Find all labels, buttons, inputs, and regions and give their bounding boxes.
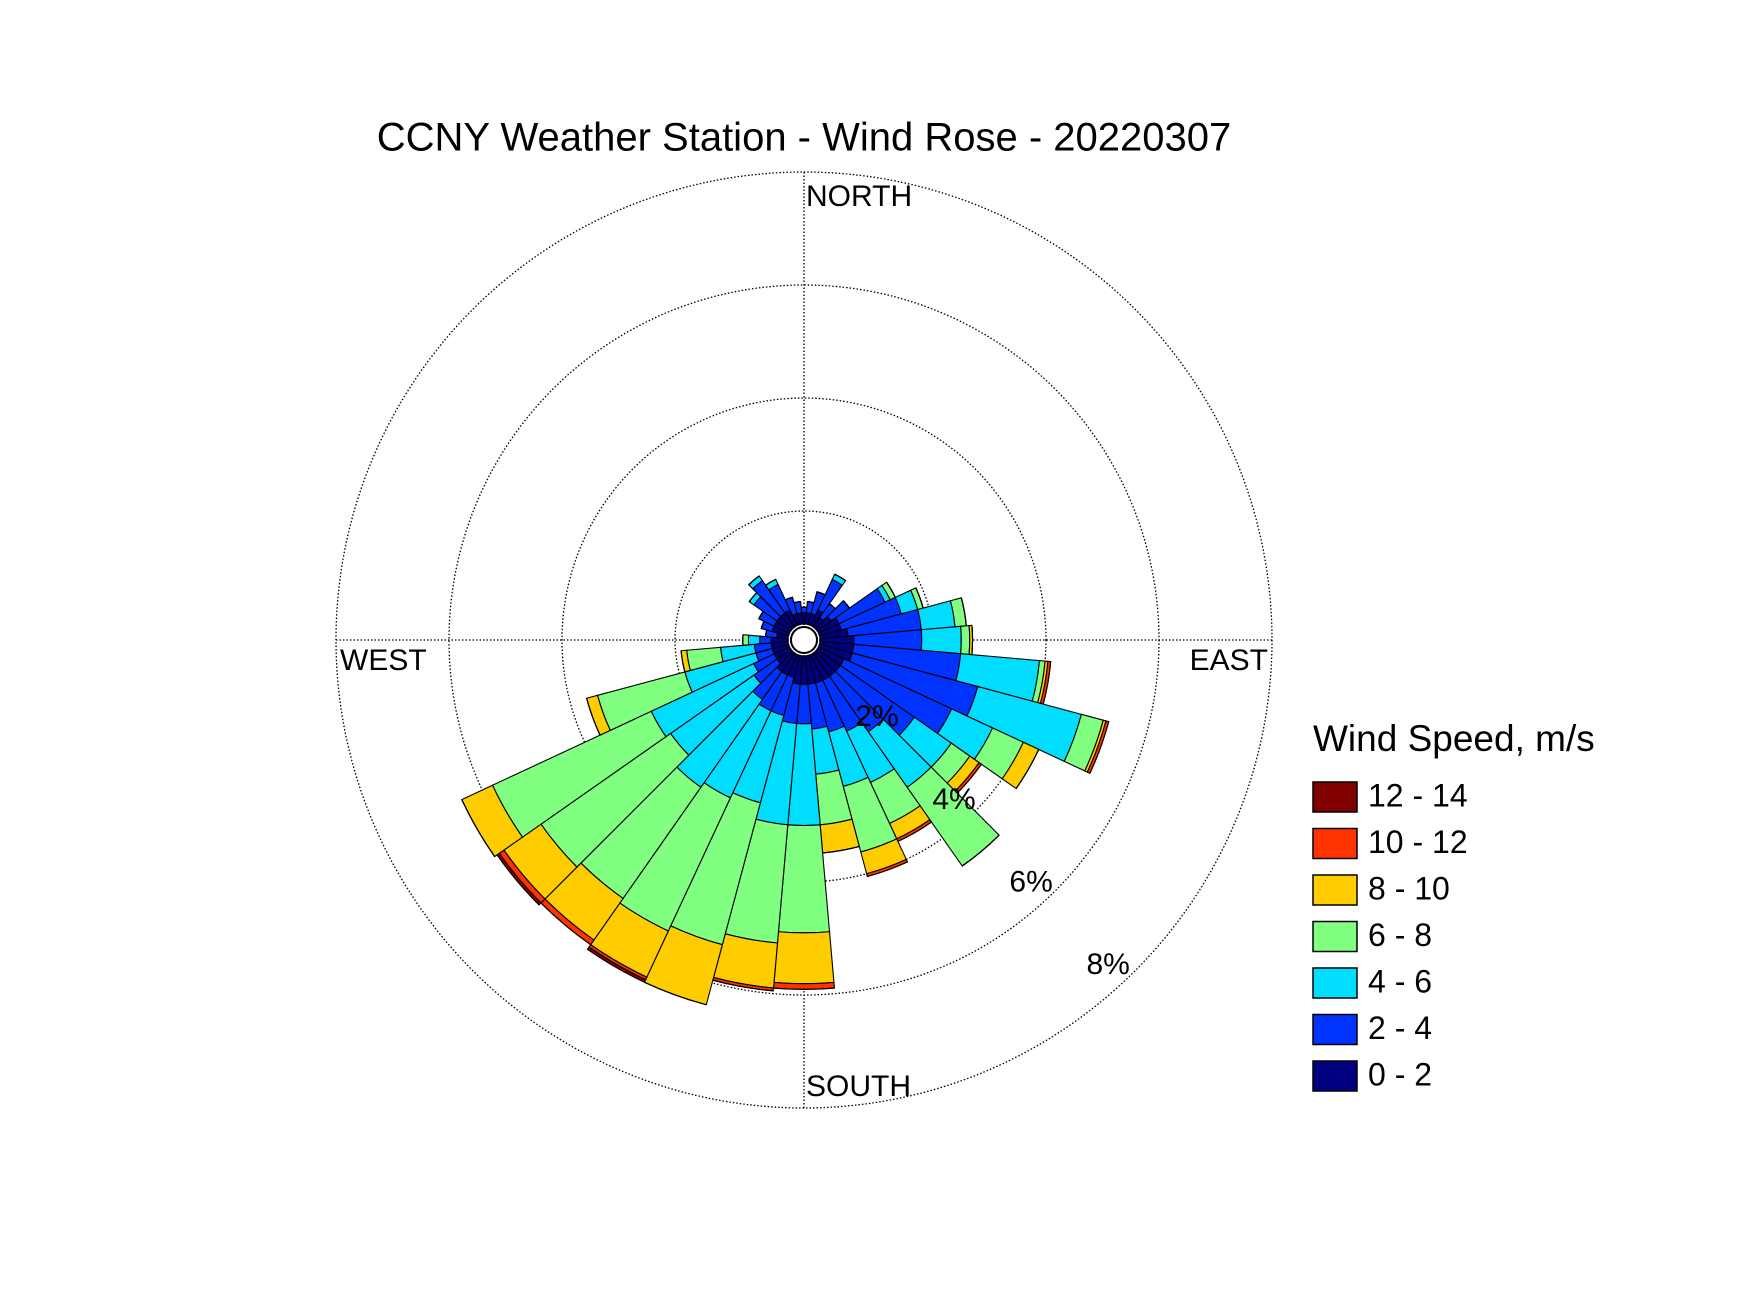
legend-swatch [1312,967,1358,999]
bar-segment [461,799,496,857]
legend-title: Wind Speed, m/s [1313,718,1595,759]
direction-label: WEST [340,644,427,677]
legend-label: 6 - 8 [1368,917,1432,953]
legend-swatch [1312,1013,1358,1046]
legend-label: 4 - 6 [1368,963,1432,999]
bar-segment [971,625,974,655]
bar-segment [961,834,1000,867]
legend-swatch [1312,781,1358,813]
bar-segment [747,634,761,646]
legend-swatch [1312,874,1358,906]
labels: 2% 4% 6% 8% NORTH EAST SOUTH WEST [340,180,1268,1103]
legend-swatch [1312,920,1358,953]
direction-label: SOUTH [806,1070,911,1103]
grid-ring [561,397,1047,883]
ring-label: 6% [1009,865,1052,898]
bar-segment [680,650,686,673]
bar-segment [773,931,835,985]
legend-label: 10 - 12 [1368,824,1468,860]
legend: 0 - 2 2 - 4 4 - 6 6 - 8 8 - 10 10 - 12 12 - 14 [1312,777,1468,1092]
legend-label: 0 - 2 [1368,1056,1432,1092]
grid-ring [335,171,1273,1109]
bar-segment [834,573,846,582]
bar-segment [920,625,962,655]
bar-segment [742,634,750,646]
chart-title: CCNY Weather Station - Wind Rose - 20220… [377,116,1232,160]
ring-label: 4% [932,783,975,816]
legend-swatch [1312,827,1358,860]
ring-label: 8% [1086,948,1129,981]
grid-ring [448,284,1160,996]
bar-segment [586,946,647,983]
bar-segment [785,596,793,601]
ring-label: 2% [855,700,898,733]
legend-label: 12 - 14 [1368,777,1468,813]
legend-label: 2 - 4 [1368,1010,1432,1046]
center-hole [790,626,818,654]
direction-label: NORTH [806,180,912,213]
bar-segment [960,624,971,656]
legend-swatch [1312,1060,1358,1092]
legend-label: 8 - 10 [1368,870,1450,906]
bars [461,573,1110,1006]
direction-label: EAST [1190,644,1268,677]
